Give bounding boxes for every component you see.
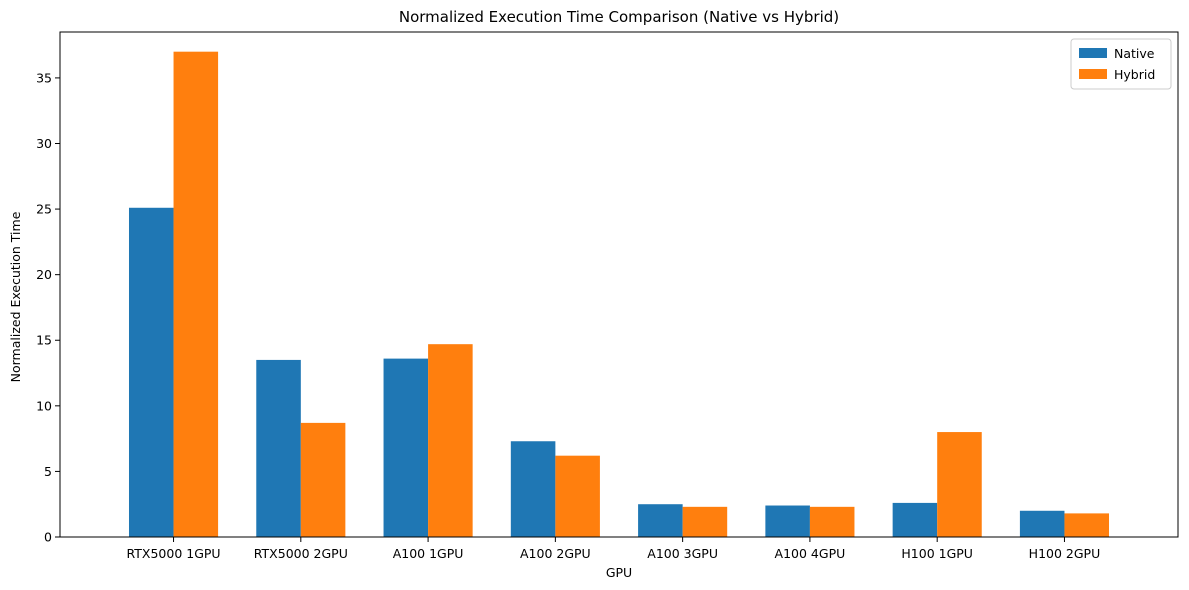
chart-title: Normalized Execution Time Comparison (Na… [399, 8, 839, 26]
bar-hybrid-7 [937, 432, 982, 537]
bar-native-4 [510, 441, 556, 537]
x-tick-label: A100 3GPU [647, 546, 718, 561]
axes-layer: 0 5 10 15 20 25 30 35 RTX5000 1GPU RTX5000 2GPU A1… [36, 31, 1179, 561]
y-tick-label: 10 [36, 398, 52, 413]
y-tick-label: 15 [36, 333, 52, 348]
x-tick-label: RTX5000 2GPU [254, 546, 348, 561]
bar-hybrid-8 [1064, 513, 1110, 537]
legend-label-hybrid: Hybrid [1114, 67, 1155, 82]
bar-native-2 [256, 359, 301, 537]
y-tick-label: 5 [44, 464, 52, 479]
x-axis-title: GPU [606, 565, 632, 580]
y-axis-title: Normalized Execution Time [8, 211, 23, 382]
y-tick-label: 0 [44, 530, 52, 545]
bar-hybrid-2 [300, 422, 346, 537]
bar-hybrid-5 [682, 506, 728, 537]
bar-hybrid-6 [809, 506, 855, 537]
legend-swatch-native [1079, 48, 1107, 58]
bars-layer [128, 51, 1110, 538]
y-tick-label: 25 [36, 202, 52, 217]
bar-native-3 [383, 358, 429, 537]
bar-native-6 [765, 505, 810, 537]
bar-hybrid-3 [428, 344, 473, 537]
bar-native-1 [128, 207, 174, 537]
x-tick-label: H100 1GPU [901, 546, 973, 561]
bar-native-5 [638, 504, 683, 537]
legend-label-native: Native [1114, 46, 1155, 61]
x-tick-label: A100 1GPU [393, 546, 464, 561]
y-tick-label: 30 [36, 136, 52, 151]
x-tick-label: H100 2GPU [1029, 546, 1101, 561]
bar-native-7 [892, 502, 938, 537]
x-tick-label: A100 4GPU [775, 546, 846, 561]
legend: Native Hybrid [1070, 38, 1172, 90]
x-tick-label: RTX5000 1GPU [126, 546, 220, 561]
y-tick-label: 35 [36, 70, 52, 85]
bar-native-8 [1019, 510, 1065, 537]
bar-hybrid-1 [173, 51, 219, 538]
bar-hybrid-4 [555, 455, 600, 537]
plot-frame [59, 31, 1179, 538]
legend-swatch-hybrid [1079, 69, 1107, 79]
y-tick-label: 20 [36, 267, 52, 282]
x-tick-label: A100 2GPU [520, 546, 591, 561]
